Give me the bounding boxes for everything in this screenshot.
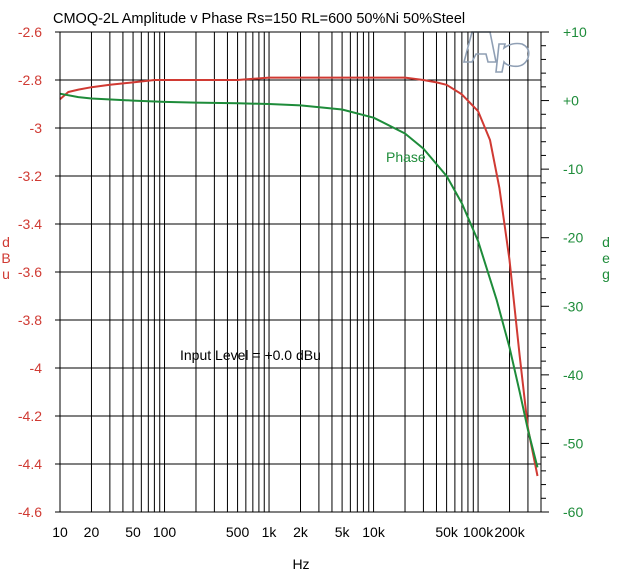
y-left-tick-label: -3.8	[18, 312, 42, 328]
grid	[60, 31, 542, 513]
y-left-tick-label: -2.6	[18, 24, 42, 40]
y-right-tick-label: +0	[563, 93, 579, 109]
y-right-tick-label: -60	[563, 504, 583, 520]
y-left-tick-label: -3	[30, 120, 43, 136]
series-lines	[59, 76, 539, 477]
y-axis-label-right: deg	[602, 234, 610, 282]
y-left-tick-label: -3.6	[18, 264, 42, 280]
x-tick-label: 50k	[435, 524, 459, 540]
y-left-tick-label: -4	[30, 360, 43, 376]
x-tick-label: 500	[226, 524, 250, 540]
y-axis-label-left-char: B	[1, 250, 10, 266]
y-axis-label-left-char: u	[2, 266, 10, 282]
y-left-tick-label: -2.8	[18, 72, 42, 88]
series-line-amplitude	[59, 76, 539, 477]
y-axis-label-right-char: g	[602, 266, 610, 282]
y-right-tick-label: -20	[563, 230, 583, 246]
y-axis-label-right-char: d	[602, 234, 610, 250]
y-right-tick-label: -50	[563, 435, 583, 451]
y-left-tick-label: -4.4	[18, 456, 42, 472]
y-axis-label-left: dBu	[1, 234, 10, 282]
y-right-tick-label: -10	[563, 161, 583, 177]
x-tick-label: 10	[52, 524, 68, 540]
x-tick-label: 1k	[262, 524, 278, 540]
series-line-phase	[59, 92, 539, 468]
y-right-tick-label: -40	[563, 367, 583, 383]
y-left-tick-label: -3.2	[18, 168, 42, 184]
x-tick-label: 5k	[335, 524, 351, 540]
x-tick-label: 2k	[293, 524, 309, 540]
logo-letter-a	[462, 31, 497, 63]
x-tick-label: 100k	[463, 524, 494, 540]
ap-logo	[462, 31, 530, 73]
x-tick-label: 200k	[494, 524, 525, 540]
tick-labels: 10 20 50 100 500 1k 2k 5k 10k 50k 100k 200k -2.6 -2.8…	[18, 24, 587, 540]
x-tick-label: 10k	[362, 524, 386, 540]
y-axis-label-right-char: e	[602, 250, 610, 266]
axis-ticks	[55, 31, 549, 513]
y-right-tick-label: -30	[563, 298, 583, 314]
y-left-tick-label: -4.6	[18, 504, 42, 520]
x-tick-label: 20	[84, 524, 100, 540]
y-left-tick-label: -3.4	[18, 216, 42, 232]
input-level-annotation: Input Level = +0.0 dBu	[180, 347, 321, 363]
chart-title: CMOQ-2L Amplitude v Phase Rs=150 RL=600 …	[53, 11, 465, 27]
y-axis-label-left-char: d	[2, 234, 10, 250]
x-axis-label: Hz	[292, 556, 309, 572]
y-right-tick-label: +10	[563, 24, 587, 40]
x-tick-label: 100	[153, 524, 177, 540]
logo-letter-p	[495, 42, 530, 73]
x-tick-label: 50	[125, 524, 141, 540]
y-left-tick-label: -4.2	[18, 408, 42, 424]
series-label-phase: Phase	[386, 149, 426, 165]
